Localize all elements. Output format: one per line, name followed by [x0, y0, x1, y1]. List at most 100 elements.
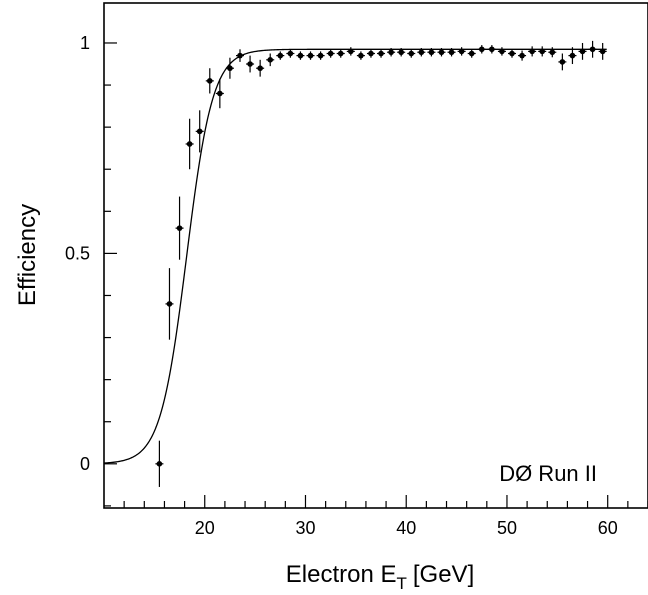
point-marker — [499, 48, 505, 55]
data-point — [548, 47, 557, 58]
plot-frame — [103, 2, 648, 509]
data-point — [457, 47, 466, 56]
point-marker — [569, 52, 576, 59]
data-point — [366, 49, 375, 58]
data-point — [497, 47, 506, 56]
fit-curve — [103, 48, 607, 464]
point-marker — [297, 52, 304, 59]
point-marker — [549, 49, 556, 56]
point-marker — [166, 301, 173, 307]
data-point — [568, 47, 577, 65]
data-point — [518, 50, 527, 61]
annotation-label: DØ Run II — [499, 461, 597, 486]
data-point — [205, 68, 214, 94]
point-marker — [237, 52, 243, 59]
x-axis-label-main: Electron E — [286, 561, 397, 588]
data-point — [437, 48, 446, 57]
y-tick-label: 1 — [80, 33, 90, 53]
point-marker — [418, 49, 425, 56]
point-marker — [227, 65, 233, 72]
point-marker — [519, 52, 525, 59]
x-tick-label: 30 — [295, 518, 315, 538]
data-point — [467, 49, 476, 58]
data-point — [558, 53, 567, 71]
data-point — [236, 49, 244, 62]
x-tick-label: 40 — [396, 518, 416, 538]
data-point — [588, 40, 597, 58]
x-tick-label: 50 — [497, 518, 517, 538]
x-tick-label: 20 — [195, 518, 215, 538]
data-point — [316, 51, 325, 60]
data-point — [155, 440, 164, 487]
data-point — [487, 45, 496, 54]
point-marker — [529, 48, 535, 55]
data-point — [538, 46, 547, 57]
point-marker — [196, 128, 203, 135]
data-point — [336, 49, 345, 58]
data-point — [256, 59, 265, 77]
point-marker — [378, 50, 384, 57]
data-point — [165, 268, 174, 340]
data-point — [195, 110, 204, 153]
x-axis-label-subscript: T — [396, 574, 406, 593]
data-point — [427, 48, 436, 57]
point-marker — [559, 59, 566, 65]
point-marker — [579, 48, 586, 55]
point-marker — [398, 49, 404, 56]
point-marker — [438, 49, 445, 56]
data-point — [447, 48, 456, 57]
point-marker — [267, 57, 274, 63]
data-point — [215, 78, 224, 109]
tick-labels-layer: 20 30 40 50 60 0 0.5 1 — [65, 33, 618, 538]
data-point — [306, 51, 315, 60]
data-point — [326, 49, 335, 58]
point-marker — [368, 50, 374, 57]
data-point — [225, 57, 234, 79]
data-point — [246, 55, 255, 73]
point-marker — [156, 461, 163, 467]
data-point — [377, 49, 386, 58]
point-marker — [337, 50, 344, 57]
point-marker — [317, 52, 324, 59]
point-marker — [176, 225, 183, 231]
point-marker — [458, 48, 465, 55]
point-marker — [307, 52, 314, 59]
data-point — [578, 42, 587, 60]
data-point — [286, 49, 295, 58]
point-marker — [186, 141, 193, 147]
y-axis-label: Efficiency — [14, 204, 41, 306]
data-point — [276, 51, 285, 60]
data-points-layer — [155, 40, 607, 487]
point-marker — [247, 61, 253, 67]
point-marker — [206, 78, 213, 84]
data-point — [477, 45, 486, 54]
data-point — [598, 42, 607, 60]
y-tick-label: 0 — [80, 454, 90, 474]
point-marker — [478, 46, 485, 53]
point-marker — [408, 50, 415, 57]
x-axis-label-unit: [GeV] — [413, 561, 474, 588]
data-point — [508, 49, 516, 58]
x-tick-label: 60 — [598, 518, 618, 538]
data-point — [296, 51, 305, 60]
point-marker — [448, 49, 455, 56]
data-point — [528, 46, 537, 57]
point-marker — [327, 50, 334, 57]
point-marker — [217, 90, 223, 97]
data-point — [387, 48, 396, 57]
fit-curve-layer — [103, 48, 607, 464]
point-marker — [539, 48, 546, 55]
x-axis-label: Electron ET [GeV] — [286, 561, 474, 593]
data-point — [417, 48, 426, 57]
y-tick-label: 0.5 — [65, 243, 90, 263]
axis-ticks — [104, 42, 648, 508]
point-marker — [348, 48, 354, 55]
point-marker — [509, 50, 515, 57]
point-marker — [589, 46, 596, 53]
data-point — [356, 51, 365, 60]
data-point — [175, 196, 184, 260]
point-marker — [287, 50, 294, 57]
point-marker — [468, 50, 475, 57]
data-point — [185, 118, 194, 170]
